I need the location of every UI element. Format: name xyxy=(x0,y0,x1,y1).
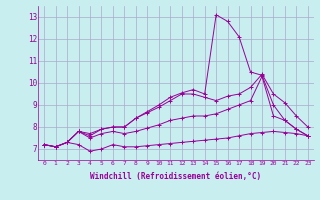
X-axis label: Windchill (Refroidissement éolien,°C): Windchill (Refroidissement éolien,°C) xyxy=(91,172,261,181)
